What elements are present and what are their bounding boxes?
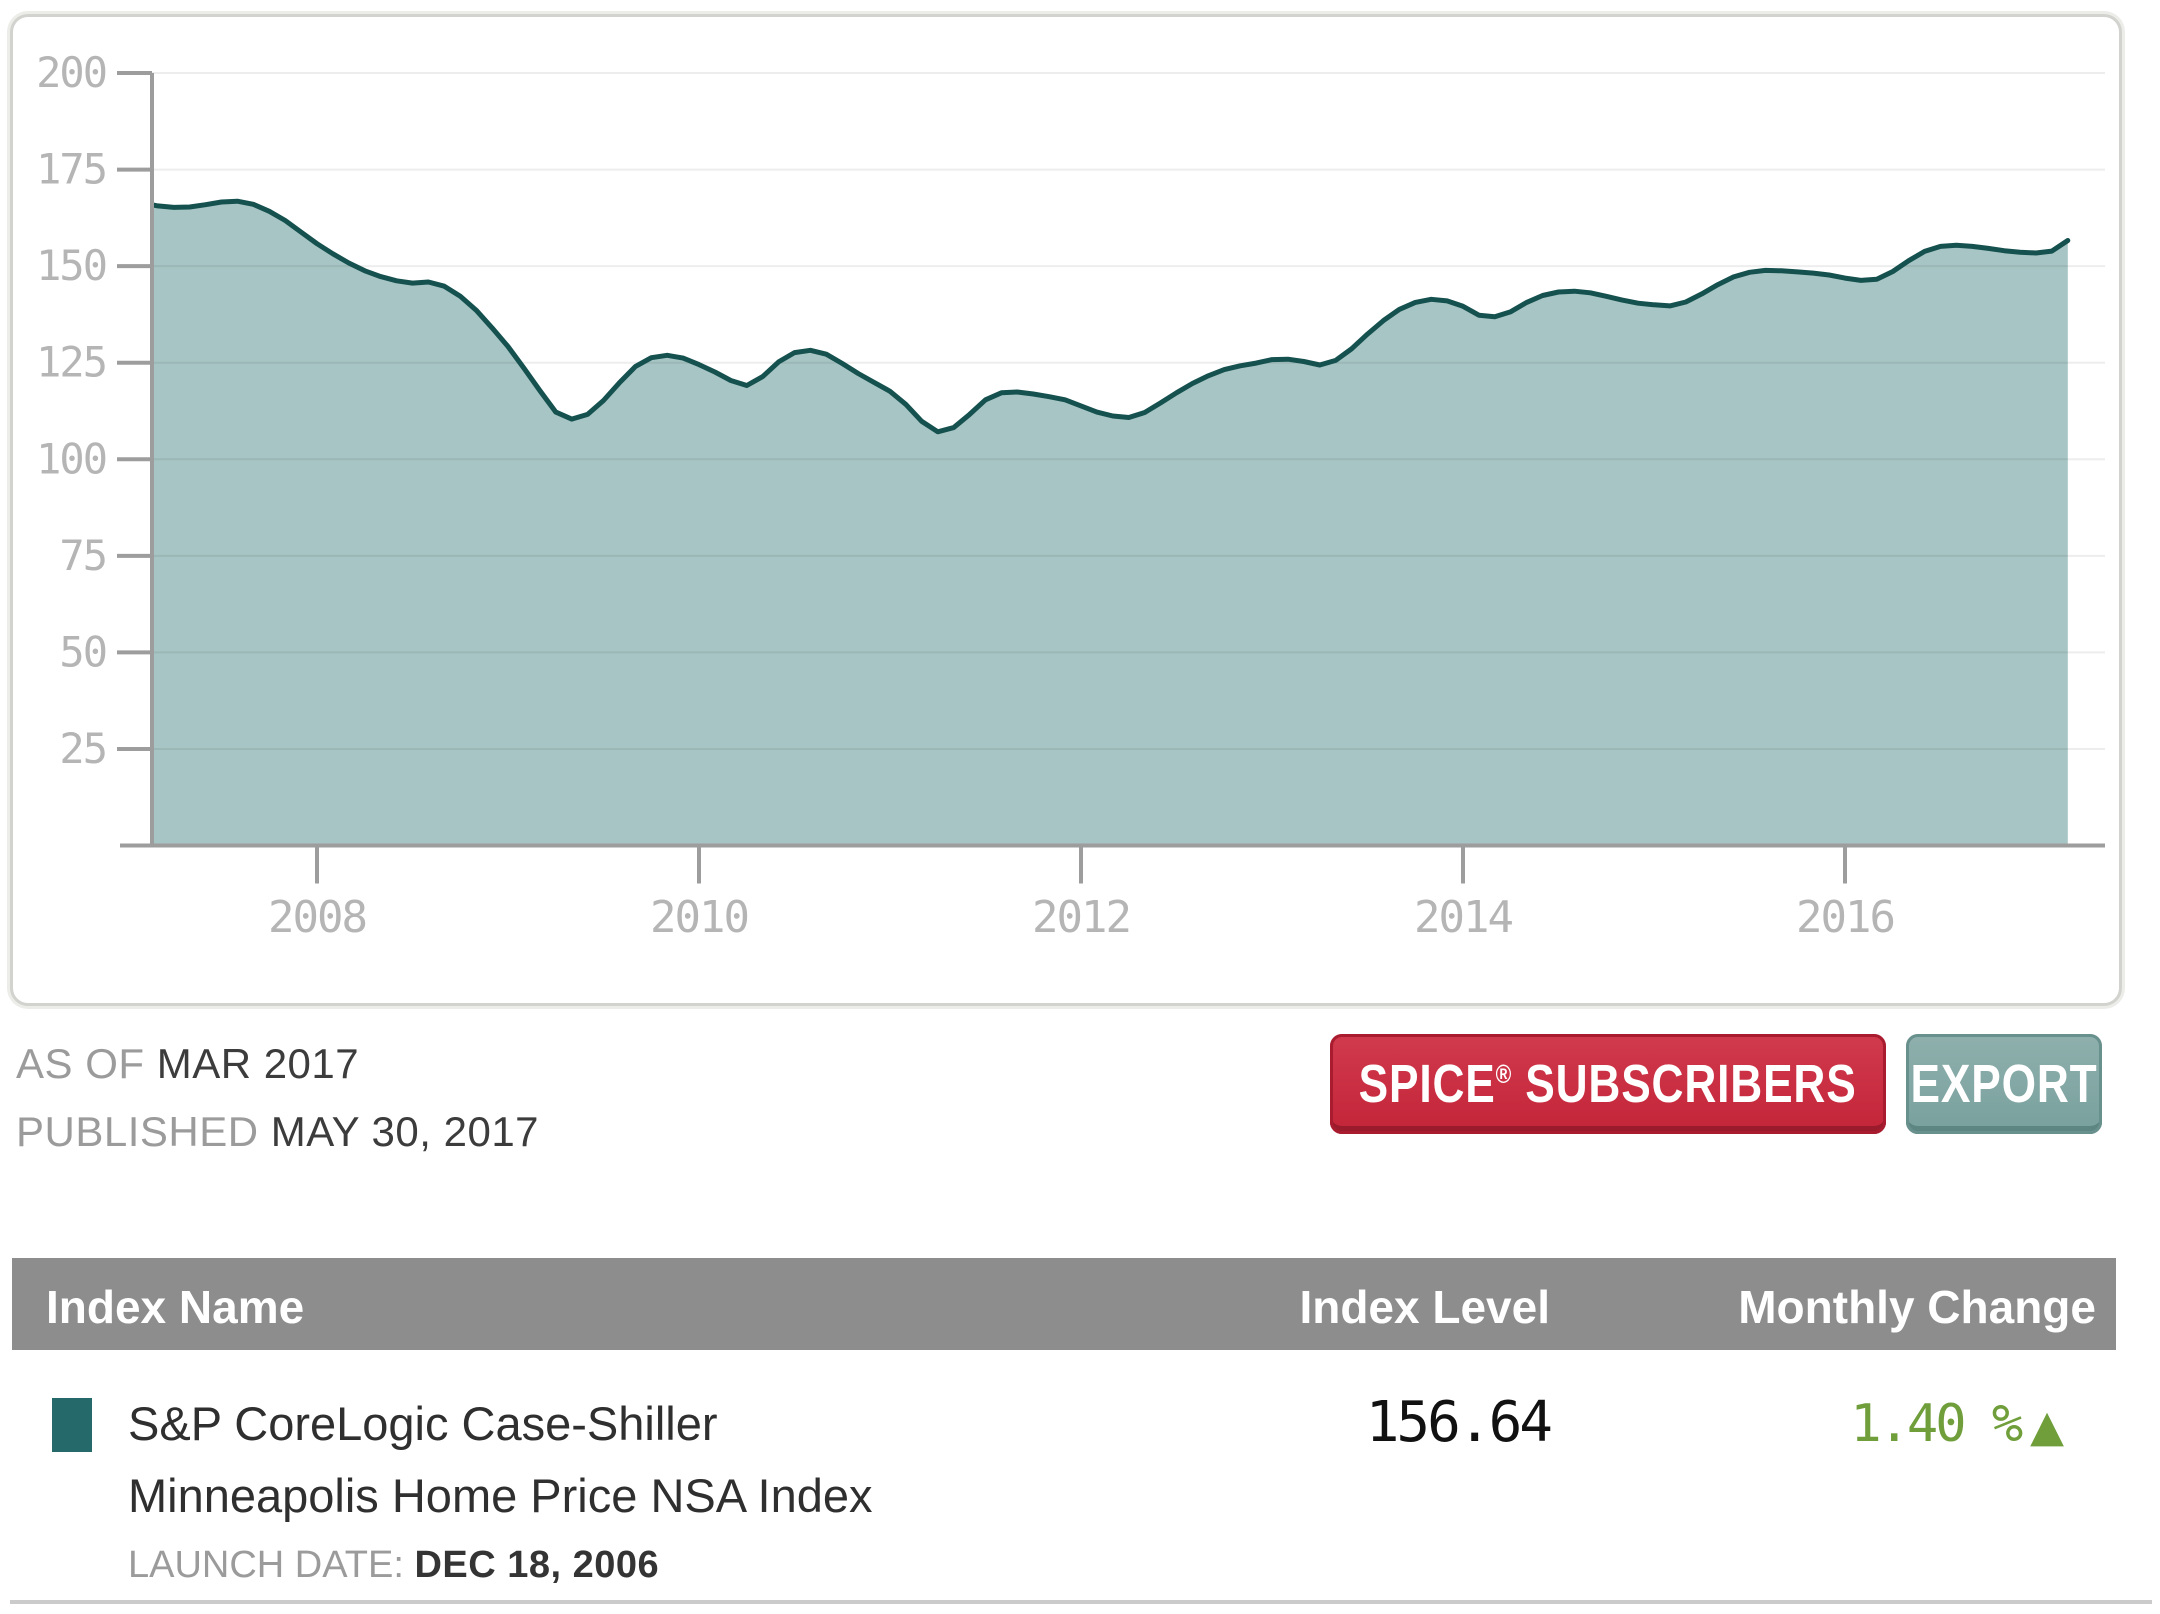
launch-date-label: LAUNCH DATE:	[128, 1544, 404, 1586]
launch-date-line: LAUNCH DATE: DEC 18, 2006	[128, 1544, 659, 1587]
monthly-change-value: 1.40 % ▲	[1850, 1394, 2064, 1454]
column-header-monthly-change: Monthly Change	[1738, 1281, 2096, 1333]
as-of-label: AS OF	[16, 1040, 145, 1087]
published-line: PUBLISHED MAY 30, 2017	[16, 1108, 539, 1156]
published-label: PUBLISHED	[16, 1108, 259, 1155]
as-of-value: MAR 2017	[156, 1040, 360, 1087]
series-color-swatch	[52, 1398, 92, 1452]
column-header-index-level: Index Level	[1299, 1281, 1550, 1333]
spice-subscribers-button-label: SPICE® SUBSCRIBERS	[1359, 1054, 1857, 1114]
chart-card	[10, 14, 2122, 1006]
up-triangle-icon: ▲	[2030, 1401, 2064, 1452]
published-value: MAY 30, 2017	[270, 1108, 540, 1155]
bottom-divider	[10, 1600, 2152, 1604]
index-level-value: 156.64	[1365, 1390, 1553, 1455]
index-table-row: S&P CoreLogic Case-Shiller Minneapolis H…	[12, 1388, 2116, 1598]
export-button[interactable]: EXPORT	[1906, 1034, 2102, 1134]
as-of-line: AS OF MAR 2017	[16, 1040, 539, 1088]
spice-subscribers-button[interactable]: SPICE® SUBSCRIBERS	[1330, 1034, 1886, 1134]
export-button-label: EXPORT	[1910, 1054, 2098, 1114]
report-meta: AS OF MAR 2017 PUBLISHED MAY 30, 2017	[16, 1040, 539, 1176]
index-name: S&P CoreLogic Case-Shiller Minneapolis H…	[128, 1397, 873, 1522]
registered-trademark-icon: ®	[1496, 1061, 1513, 1089]
index-table-header: Index Name Index Level Monthly Change	[12, 1258, 2116, 1350]
column-header-index-name: Index Name	[46, 1281, 305, 1333]
launch-date-value: DEC 18, 2006	[414, 1544, 660, 1586]
